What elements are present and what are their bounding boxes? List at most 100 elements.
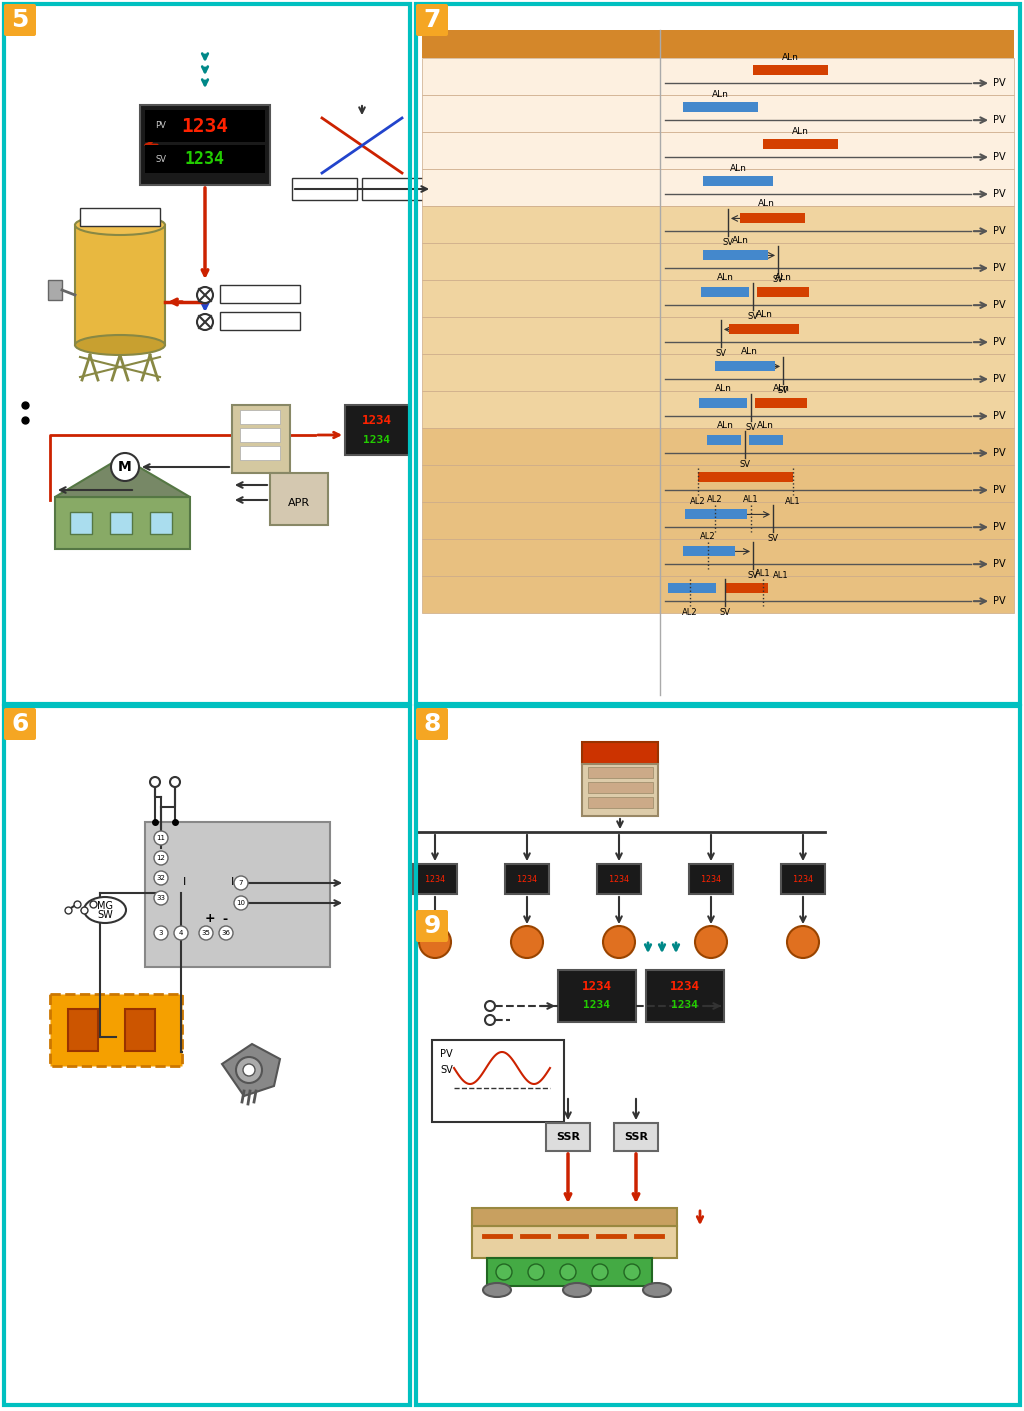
Text: SV: SV	[768, 535, 778, 543]
Bar	[345, 405, 410, 454]
FancyBboxPatch shape	[4, 4, 36, 37]
Ellipse shape	[75, 334, 165, 356]
Circle shape	[111, 453, 139, 481]
Bar	[703, 176, 773, 186]
Text: 1234: 1234	[517, 875, 537, 883]
Text: 1234: 1234	[582, 981, 612, 993]
Text: ALn: ALn	[756, 310, 772, 319]
Bar	[422, 317, 1014, 354]
Text: 1234: 1234	[793, 875, 813, 883]
Circle shape	[199, 926, 213, 940]
Circle shape	[236, 1057, 262, 1084]
Text: MG: MG	[97, 902, 113, 912]
Circle shape	[170, 777, 180, 787]
Text: AL2: AL2	[700, 532, 716, 542]
Text: SV: SV	[772, 275, 783, 284]
Text: 33: 33	[157, 895, 166, 902]
Text: ALn: ALn	[712, 90, 728, 99]
Text: 1234: 1234	[609, 875, 629, 883]
Bar	[422, 58, 1014, 95]
Bar	[422, 95, 1014, 133]
Bar	[422, 502, 1014, 539]
Bar	[422, 391, 1014, 428]
Bar	[362, 178, 427, 200]
Circle shape	[219, 926, 233, 940]
Text: 36: 36	[221, 930, 230, 935]
Text: ALn: ALn	[792, 127, 808, 137]
Polygon shape	[75, 224, 165, 346]
Circle shape	[592, 1264, 608, 1280]
Bar	[422, 169, 1014, 206]
Bar	[270, 473, 328, 525]
Polygon shape	[55, 497, 190, 549]
Text: 11: 11	[157, 835, 166, 841]
Polygon shape	[222, 1044, 280, 1096]
Text: PV: PV	[993, 264, 1006, 274]
Text: PV: PV	[993, 152, 1006, 162]
Circle shape	[419, 926, 451, 958]
Bar	[668, 583, 716, 594]
Text: 9: 9	[423, 914, 440, 938]
Bar	[698, 473, 793, 483]
Bar	[4, 706, 410, 1405]
FancyBboxPatch shape	[416, 910, 449, 943]
FancyBboxPatch shape	[416, 708, 449, 739]
Text: AL1: AL1	[785, 497, 801, 507]
Bar	[422, 354, 1014, 391]
Bar	[588, 768, 653, 777]
Bar	[763, 140, 838, 150]
Bar	[432, 1040, 564, 1122]
Bar	[683, 103, 758, 113]
Bar	[582, 742, 658, 763]
Text: 1234: 1234	[701, 875, 721, 883]
Bar	[422, 133, 1014, 169]
Text: ALn: ALn	[731, 237, 749, 246]
Circle shape	[603, 926, 635, 958]
Circle shape	[150, 777, 160, 787]
Text: 1234: 1234	[584, 1000, 610, 1010]
Bar	[505, 864, 549, 895]
Bar	[422, 206, 1014, 243]
Text: PV: PV	[993, 559, 1006, 569]
Text: 1234: 1234	[364, 435, 390, 444]
Text: 1234: 1234	[672, 1000, 698, 1010]
Text: +: +	[205, 913, 215, 926]
Text: 1234: 1234	[670, 981, 700, 993]
Text: -: -	[222, 913, 227, 926]
Bar	[145, 823, 330, 967]
Bar	[422, 279, 1014, 317]
Text: 8: 8	[423, 713, 440, 737]
Bar	[150, 512, 172, 533]
Ellipse shape	[75, 214, 165, 236]
Bar	[422, 576, 1014, 612]
Bar	[614, 1123, 658, 1151]
Bar	[715, 361, 775, 371]
Bar	[781, 864, 825, 895]
Ellipse shape	[643, 1283, 671, 1297]
Text: ALn: ALn	[781, 54, 799, 62]
Bar	[546, 1123, 590, 1151]
Text: SV: SV	[748, 571, 759, 580]
Text: SW: SW	[97, 910, 113, 920]
Bar	[422, 428, 1014, 466]
Circle shape	[197, 315, 213, 330]
Bar	[220, 312, 300, 330]
Bar	[240, 446, 280, 460]
Text: SV: SV	[440, 1065, 453, 1075]
Text: ALn: ALn	[757, 422, 773, 430]
Circle shape	[154, 871, 168, 885]
Bar	[110, 512, 132, 533]
Circle shape	[234, 896, 248, 910]
Circle shape	[485, 1000, 495, 1012]
Circle shape	[154, 831, 168, 845]
Text: 1234: 1234	[362, 413, 392, 426]
Ellipse shape	[563, 1283, 591, 1297]
Bar	[68, 1009, 98, 1051]
Circle shape	[174, 926, 188, 940]
Circle shape	[787, 926, 819, 958]
Circle shape	[528, 1264, 544, 1280]
Bar	[422, 30, 1014, 58]
Bar	[140, 104, 270, 185]
Text: ALn: ALn	[740, 347, 758, 357]
Bar	[422, 539, 1014, 576]
